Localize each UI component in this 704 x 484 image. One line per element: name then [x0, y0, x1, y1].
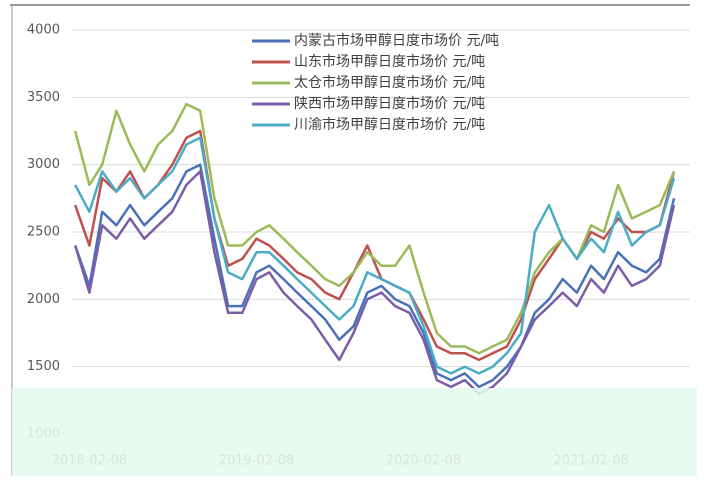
legend-label: 太仓市场甲醇日度市场价 元/吨	[294, 74, 485, 91]
legend-label: 陕西市场甲醇日度市场价 元/吨	[294, 95, 485, 112]
series-line	[74, 129, 676, 362]
lines	[73, 102, 676, 395]
series-line	[74, 163, 676, 389]
y-tick-label: 4000	[27, 23, 60, 38]
y-tick-label: 3500	[27, 90, 60, 105]
y-tick-label: 1500	[27, 359, 60, 374]
series-line	[74, 136, 676, 375]
legend-label: 山东市场甲醇日度市场价 元/吨	[294, 53, 485, 70]
series-line	[74, 170, 676, 395]
legend-label: 川渝市场甲醇日度市场价 元/吨	[294, 116, 485, 133]
overlay	[12, 388, 697, 476]
y-tick-label: 2500	[27, 225, 60, 240]
legend-label: 内蒙古市场甲醇日度市场价 元/吨	[294, 32, 499, 49]
y-tick-label: 3000	[27, 157, 60, 172]
y-tick-label: 2000	[27, 292, 60, 307]
series-line	[73, 102, 676, 355]
